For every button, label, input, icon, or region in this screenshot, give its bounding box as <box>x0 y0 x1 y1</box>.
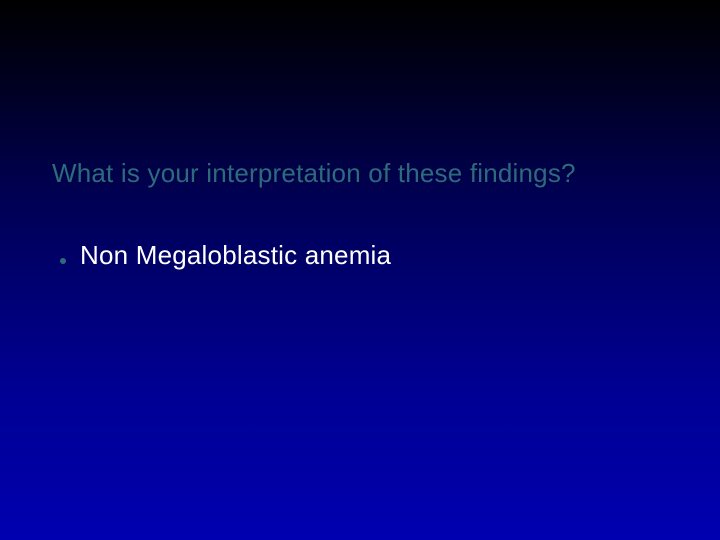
bullet-text: Non Megaloblastic anemia <box>80 240 391 271</box>
bullet-item: Non Megaloblastic anemia <box>60 240 391 271</box>
slide-container: What is your interpretation of these fin… <box>0 0 720 540</box>
bullet-marker-icon <box>60 258 66 264</box>
slide-heading: What is your interpretation of these fin… <box>52 158 576 189</box>
